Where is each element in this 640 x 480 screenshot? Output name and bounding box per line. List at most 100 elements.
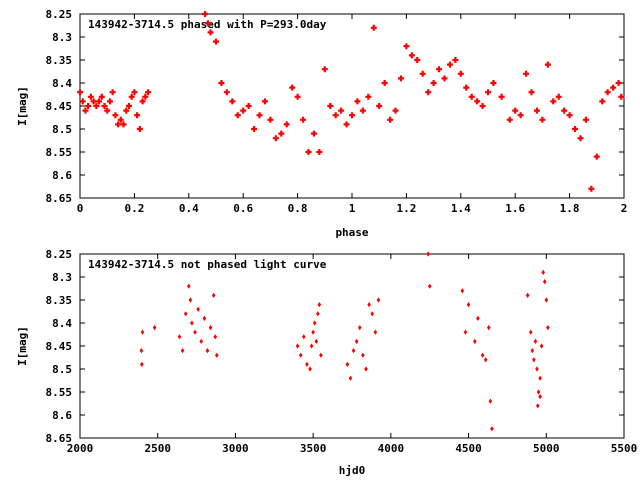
x-axis-label: hjd0 <box>339 464 366 477</box>
x-tick-label: 4000 <box>378 442 405 455</box>
x-tick-label: 1 <box>349 202 356 215</box>
data-point <box>295 343 300 349</box>
data-point <box>604 89 611 96</box>
data-point <box>472 338 477 344</box>
data-point <box>572 126 579 132</box>
data-point <box>316 311 320 317</box>
data-point <box>131 89 138 96</box>
y-tick-label: 8.4 <box>52 317 72 330</box>
y-tick-label: 8.55 <box>46 386 73 399</box>
data-point <box>546 325 550 331</box>
data-point <box>152 325 157 331</box>
data-point <box>128 93 135 100</box>
data-point <box>240 107 247 114</box>
x-axis-label: phase <box>335 226 368 239</box>
data-point <box>367 302 371 308</box>
data-point <box>436 66 443 73</box>
data-point <box>309 343 314 349</box>
data-point <box>474 98 481 105</box>
data-point <box>561 107 568 114</box>
data-point <box>202 315 207 321</box>
data-point <box>205 348 210 354</box>
data-point <box>312 320 317 326</box>
data-point <box>387 116 394 123</box>
data-point <box>357 325 362 331</box>
data-point <box>193 329 197 335</box>
data-point <box>245 103 252 109</box>
data-point <box>480 352 485 358</box>
x-tick-label: 0.6 <box>233 202 253 215</box>
x-tick-label: 2500 <box>144 442 171 455</box>
x-tick-label: 1.6 <box>505 202 525 215</box>
data-point <box>256 112 263 119</box>
x-tick-label: 0.8 <box>288 202 308 215</box>
data-point <box>305 361 309 367</box>
data-point <box>140 329 145 335</box>
y-tick-label: 8.4 <box>52 77 72 90</box>
data-point <box>90 98 97 105</box>
data-point <box>218 80 225 86</box>
plot-frame <box>79 13 625 199</box>
data-point <box>486 325 491 331</box>
data-point <box>314 338 319 344</box>
data-point <box>207 29 214 36</box>
data-point <box>468 93 475 100</box>
data-point <box>345 361 350 367</box>
phased-light-curve-plot: 0 0.2 0.4 0.6 0.8 1 1.2 1.4 1.6 1.8 2 8.25 8.3 8.35 8.… <box>16 8 627 239</box>
y-tick-label: 8.35 <box>46 294 73 307</box>
data-point <box>305 149 312 155</box>
data-point <box>539 343 544 349</box>
data-point <box>533 338 538 344</box>
data-point <box>466 302 471 308</box>
y-tick-label: 8.25 <box>46 248 73 261</box>
data-point <box>104 107 111 114</box>
data-point <box>109 89 116 96</box>
data-point <box>125 103 132 109</box>
data-point <box>419 70 426 77</box>
y-tick-label: 8.6 <box>52 169 72 182</box>
data-point <box>483 357 488 363</box>
data-point <box>348 375 353 381</box>
data-point <box>289 84 296 91</box>
data-point <box>177 334 182 340</box>
data-point <box>229 98 236 105</box>
y-tick-label: 8.3 <box>52 271 72 284</box>
data-point <box>234 112 241 119</box>
data-point <box>139 98 146 105</box>
data-point <box>414 57 421 63</box>
data-point <box>544 61 551 68</box>
x-tick-label: 4500 <box>455 442 482 455</box>
data-point <box>528 89 535 96</box>
data-point <box>145 89 151 96</box>
data-point <box>593 153 600 160</box>
data-point <box>376 103 383 109</box>
data-point <box>294 93 301 100</box>
data-point <box>485 89 491 96</box>
data-point <box>317 302 322 308</box>
data-point <box>550 98 557 105</box>
data-point <box>528 329 533 335</box>
y-tick-label: 8.6 <box>52 409 72 422</box>
x-tick-label: 5000 <box>533 442 560 455</box>
data-point <box>349 112 355 119</box>
data-point <box>373 329 378 335</box>
data-point <box>136 126 143 132</box>
data-point <box>120 121 127 128</box>
data-point <box>535 366 539 372</box>
data-point <box>321 66 328 73</box>
y-tick-label: 8.65 <box>46 432 73 445</box>
x-tick-label: 3500 <box>300 442 327 455</box>
data-point <box>392 107 399 114</box>
y-axis-label: I[mag] <box>16 326 29 366</box>
y-tick-label: 8.35 <box>46 54 73 67</box>
data-point <box>566 112 573 119</box>
y-tick-label: 8.5 <box>52 123 72 136</box>
data-point <box>506 116 513 123</box>
x-tick-label: 0.4 <box>179 202 199 215</box>
data-point <box>188 297 193 303</box>
data-point <box>535 403 540 409</box>
chart-title: 143942-3714.5 not phased light curve <box>88 258 327 271</box>
data-point <box>539 116 546 123</box>
data-point <box>98 93 105 100</box>
